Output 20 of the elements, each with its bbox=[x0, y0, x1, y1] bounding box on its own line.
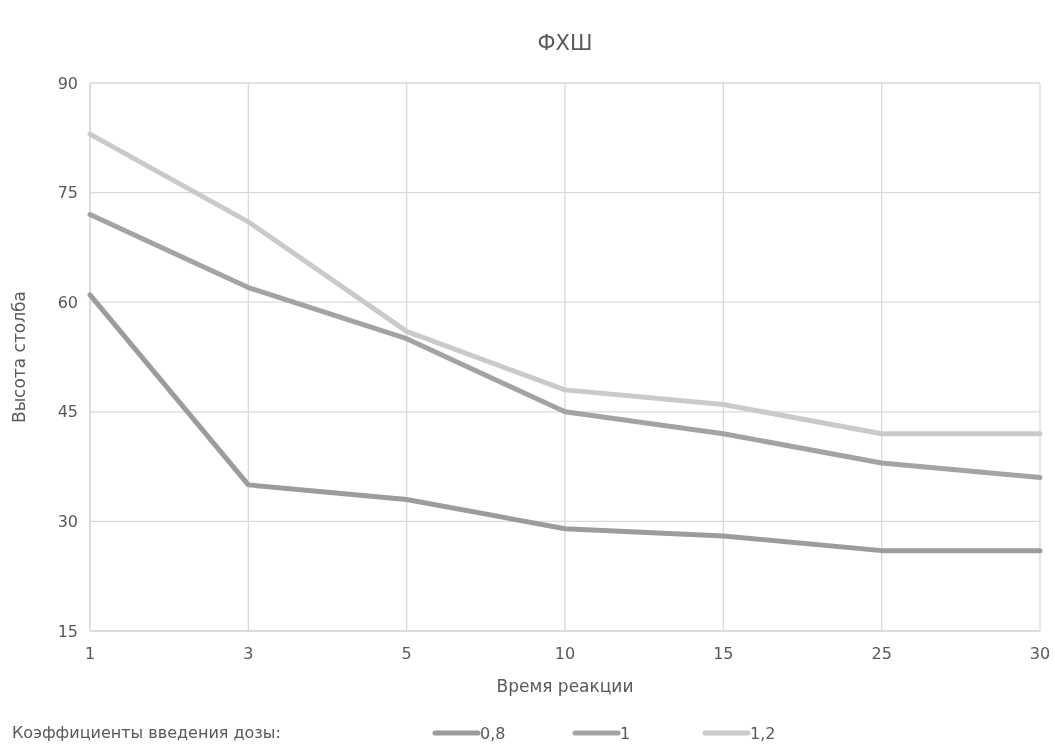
x-tick-label: 1 bbox=[84, 644, 96, 663]
chart-title: ФХШ bbox=[537, 31, 593, 55]
x-tick-label: 15 bbox=[713, 644, 734, 663]
x-axis-title: Время реакции bbox=[496, 676, 634, 696]
legend-label: 0,8 bbox=[480, 724, 506, 743]
y-tick-label: 60 bbox=[57, 292, 78, 312]
legend-label: 1,2 bbox=[750, 724, 776, 743]
legend-title: Коэффициенты введения дозы: bbox=[12, 723, 281, 742]
x-tick-label: 10 bbox=[554, 644, 576, 663]
y-tick-label: 75 bbox=[57, 183, 78, 203]
legend-label: 1 bbox=[620, 724, 631, 743]
y-tick-label: 90 bbox=[57, 73, 78, 93]
y-tick-label: 15 bbox=[57, 621, 78, 641]
x-tick-label: 5 bbox=[401, 644, 412, 663]
x-tick-label: 3 bbox=[243, 644, 254, 663]
x-tick-label: 30 bbox=[1029, 644, 1051, 663]
y-tick-label: 45 bbox=[57, 402, 78, 422]
y-tick-label: 30 bbox=[57, 512, 78, 531]
y-axis-title: Высота столба bbox=[9, 291, 29, 423]
x-tick-label: 25 bbox=[871, 644, 892, 663]
